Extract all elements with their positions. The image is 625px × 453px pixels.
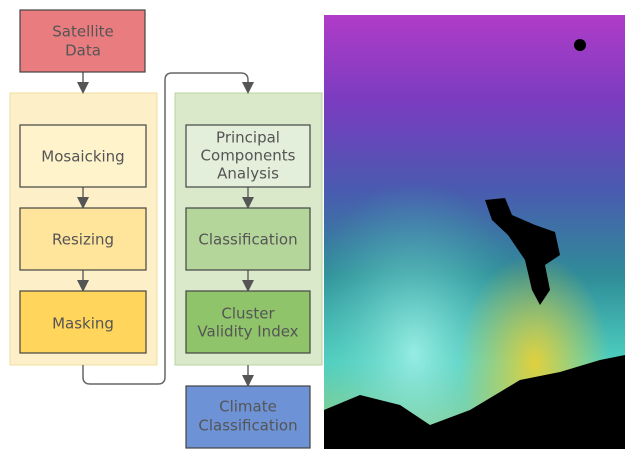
node-label: Masking [52, 315, 114, 333]
node-label: Satellite [52, 23, 113, 41]
node-box [185, 124, 311, 188]
node-box [185, 385, 311, 449]
node-label: Validity Index [197, 323, 298, 341]
node-box [185, 290, 311, 354]
node-box [19, 290, 147, 354]
node-box [19, 124, 147, 188]
node-label: Mosaicking [41, 148, 124, 166]
node-box [185, 207, 311, 271]
node-label: Analysis [217, 165, 279, 183]
satellite-image [324, 15, 625, 449]
node-label: Classification [198, 231, 297, 249]
connector [82, 72, 254, 385]
node-box [19, 207, 147, 271]
node-box [19, 9, 146, 73]
node-label: Data [65, 42, 101, 60]
node-label: Cluster [221, 305, 275, 323]
node-label: Climate [219, 398, 277, 416]
node-label: Resizing [52, 231, 114, 249]
node-label: Principal [216, 129, 280, 147]
node-label: Classification [198, 417, 297, 435]
node-label: Components [201, 147, 296, 165]
